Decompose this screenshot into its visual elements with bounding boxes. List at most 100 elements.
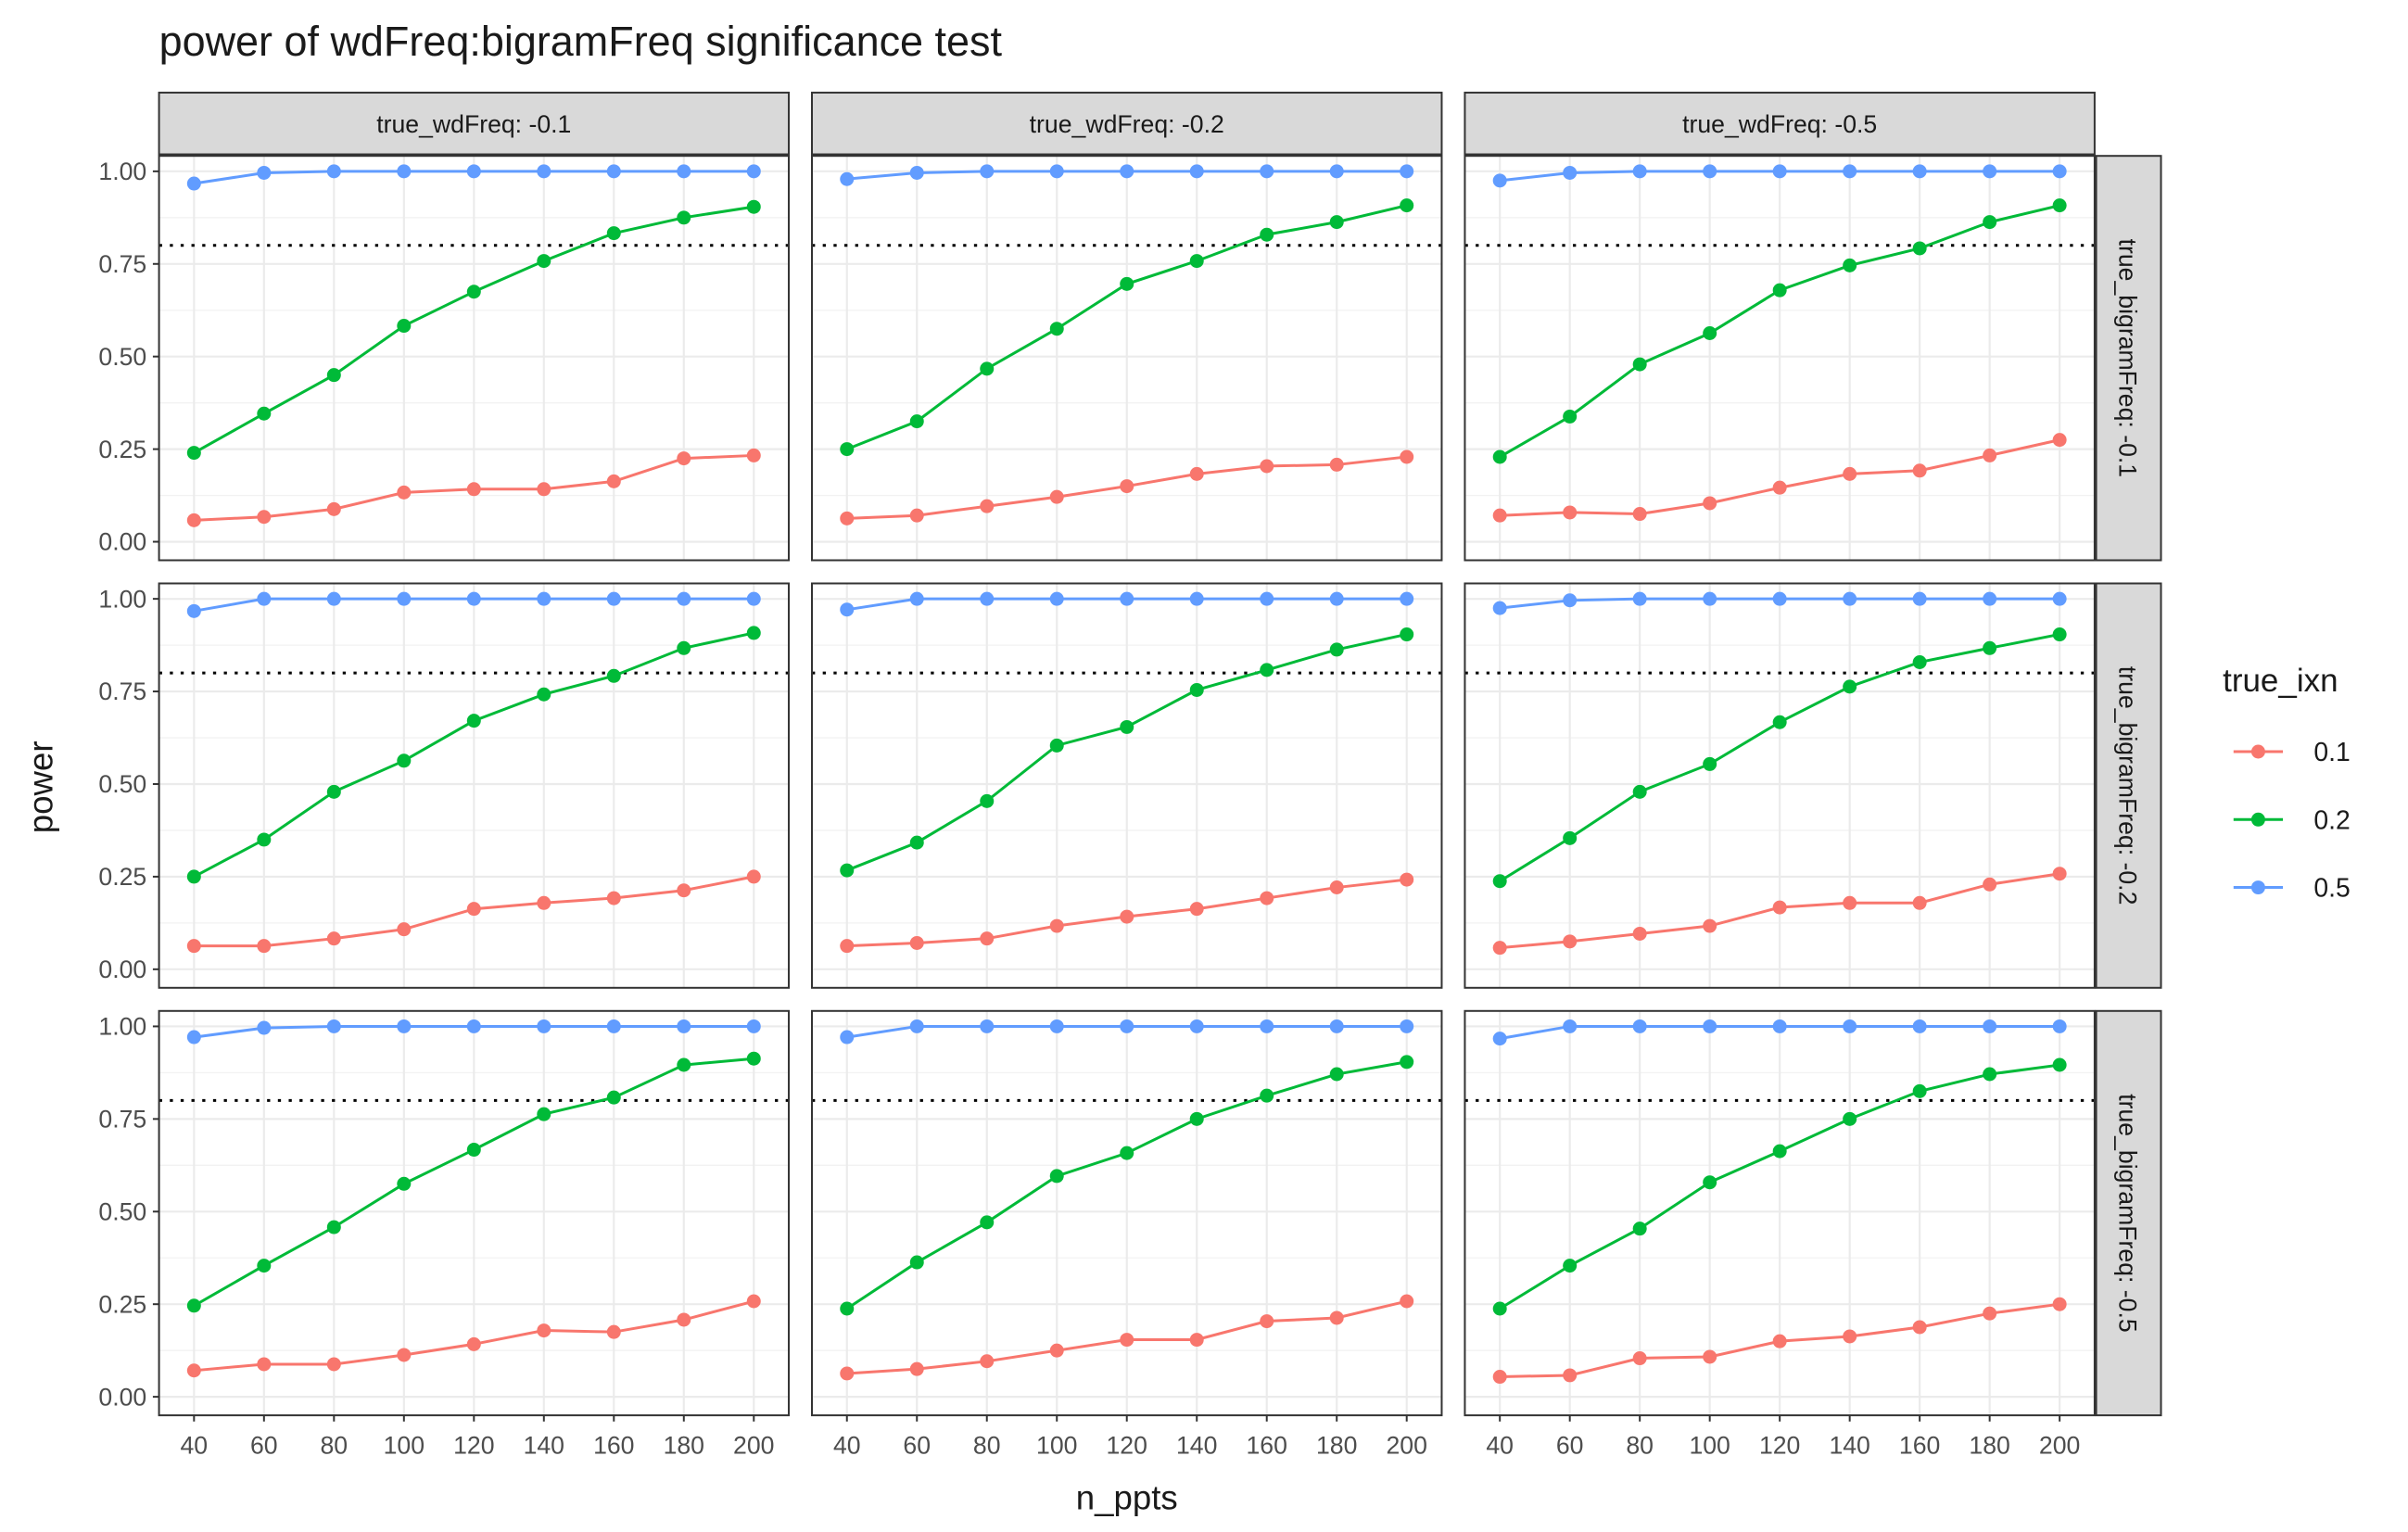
data-point-0.5 — [1260, 1019, 1274, 1033]
data-point-0.1 — [326, 931, 341, 946]
data-point-0.5 — [980, 1019, 995, 1033]
data-point-0.5 — [1492, 173, 1507, 188]
data-point-0.1 — [1632, 926, 1647, 941]
data-point-0.5 — [1843, 591, 1857, 606]
data-point-0.5 — [1260, 164, 1274, 179]
data-point-0.2 — [1400, 198, 1414, 213]
data-point-0.2 — [466, 285, 481, 299]
data-point-0.1 — [537, 895, 551, 910]
data-point-0.1 — [2052, 867, 2067, 881]
data-point-0.5 — [606, 164, 621, 179]
x-tick-label: 140 — [1176, 1432, 1217, 1460]
data-point-0.1 — [1260, 891, 1274, 905]
data-point-0.2 — [1983, 1067, 1997, 1082]
data-point-0.2 — [1260, 227, 1274, 242]
data-point-0.2 — [840, 442, 855, 457]
data-point-0.5 — [746, 1019, 761, 1033]
data-point-0.1 — [186, 513, 201, 527]
row-strip-label: true_bigramFreq: -0.2 — [2114, 666, 2142, 905]
x-tick-label: 80 — [321, 1432, 349, 1460]
data-point-0.1 — [1772, 900, 1787, 915]
data-point-0.2 — [537, 687, 551, 702]
y-tick-label: 1.00 — [98, 585, 146, 613]
data-point-0.5 — [186, 176, 201, 191]
data-point-0.2 — [1329, 642, 1344, 657]
data-point-0.1 — [1189, 902, 1204, 917]
data-point-0.5 — [746, 164, 761, 179]
data-point-0.5 — [1049, 164, 1064, 179]
y-tick-label: 0.00 — [98, 1383, 146, 1411]
x-tick-label: 200 — [2039, 1432, 2080, 1460]
data-point-0.1 — [1120, 1333, 1134, 1348]
data-point-0.1 — [1260, 459, 1274, 474]
data-point-0.2 — [1260, 663, 1274, 677]
data-point-0.2 — [1703, 326, 1717, 341]
y-tick-label: 0.50 — [98, 1197, 146, 1225]
facet-panel: 40 60 80 100 120 140 160 180 200 — [1464, 1009, 2096, 1460]
data-point-0.1 — [397, 485, 412, 500]
data-point-0.2 — [1563, 409, 1578, 424]
data-point-0.5 — [1563, 593, 1578, 608]
data-point-0.2 — [537, 1107, 551, 1121]
data-point-0.2 — [746, 199, 761, 214]
data-point-0.1 — [537, 1323, 551, 1338]
data-point-0.1 — [606, 474, 621, 488]
legend-key-point — [2250, 744, 2265, 759]
data-point-0.5 — [1983, 591, 1997, 606]
data-point-0.1 — [537, 482, 551, 497]
x-tick-label: 120 — [1759, 1432, 1800, 1460]
column-strip — [158, 91, 791, 156]
data-point-0.5 — [1492, 601, 1507, 615]
x-tick-label: 40 — [833, 1432, 861, 1460]
y-tick-label: 0.75 — [98, 1106, 146, 1133]
legend-title: true_ixn — [2223, 663, 2338, 699]
x-tick-label: 180 — [664, 1432, 704, 1460]
data-point-0.1 — [466, 1336, 481, 1351]
data-point-0.1 — [840, 939, 855, 954]
data-point-0.2 — [606, 668, 621, 683]
data-point-0.1 — [677, 1312, 691, 1327]
data-point-0.2 — [746, 626, 761, 640]
data-point-0.2 — [1049, 1169, 1064, 1184]
data-point-0.1 — [677, 883, 691, 898]
data-point-0.2 — [1120, 1146, 1134, 1160]
data-point-0.2 — [606, 1090, 621, 1105]
data-point-0.2 — [980, 1215, 995, 1230]
data-point-0.2 — [1703, 756, 1717, 771]
data-point-0.2 — [1120, 276, 1134, 291]
data-point-0.5 — [1912, 164, 1927, 179]
data-point-0.1 — [909, 935, 924, 950]
data-point-0.1 — [1329, 1310, 1344, 1325]
data-point-0.5 — [537, 164, 551, 179]
data-point-0.2 — [1703, 1175, 1717, 1190]
data-point-0.5 — [1120, 591, 1134, 606]
x-tick-label: 180 — [1316, 1432, 1357, 1460]
data-point-0.2 — [1189, 1111, 1204, 1126]
legend: true_ixn 0.1 0.2 0.5 — [2223, 663, 2351, 902]
facet-panel — [1464, 155, 2096, 562]
data-point-0.1 — [1703, 1349, 1717, 1364]
x-tick-label: 140 — [1829, 1432, 1869, 1460]
data-point-0.5 — [1912, 1019, 1927, 1033]
data-point-0.2 — [186, 869, 201, 884]
data-point-0.1 — [1632, 507, 1647, 522]
data-point-0.1 — [1329, 457, 1344, 472]
data-point-0.2 — [1189, 254, 1204, 269]
y-tick-label: 0.00 — [98, 528, 146, 556]
data-point-0.2 — [677, 1057, 691, 1072]
data-point-0.5 — [326, 164, 341, 179]
legend-label: 0.1 — [2313, 737, 2350, 766]
data-point-0.5 — [1772, 1019, 1787, 1033]
panel-border — [158, 582, 791, 989]
data-point-0.1 — [1049, 489, 1064, 504]
column-strip — [1464, 91, 2096, 156]
data-point-0.5 — [257, 1020, 272, 1035]
data-point-0.1 — [909, 1361, 924, 1376]
data-point-0.1 — [1563, 934, 1578, 949]
data-point-0.1 — [257, 939, 272, 954]
data-point-0.1 — [1120, 909, 1134, 924]
data-point-0.2 — [537, 254, 551, 269]
data-point-0.5 — [1400, 1019, 1414, 1033]
data-point-0.1 — [746, 448, 761, 462]
data-point-0.5 — [186, 1030, 201, 1045]
